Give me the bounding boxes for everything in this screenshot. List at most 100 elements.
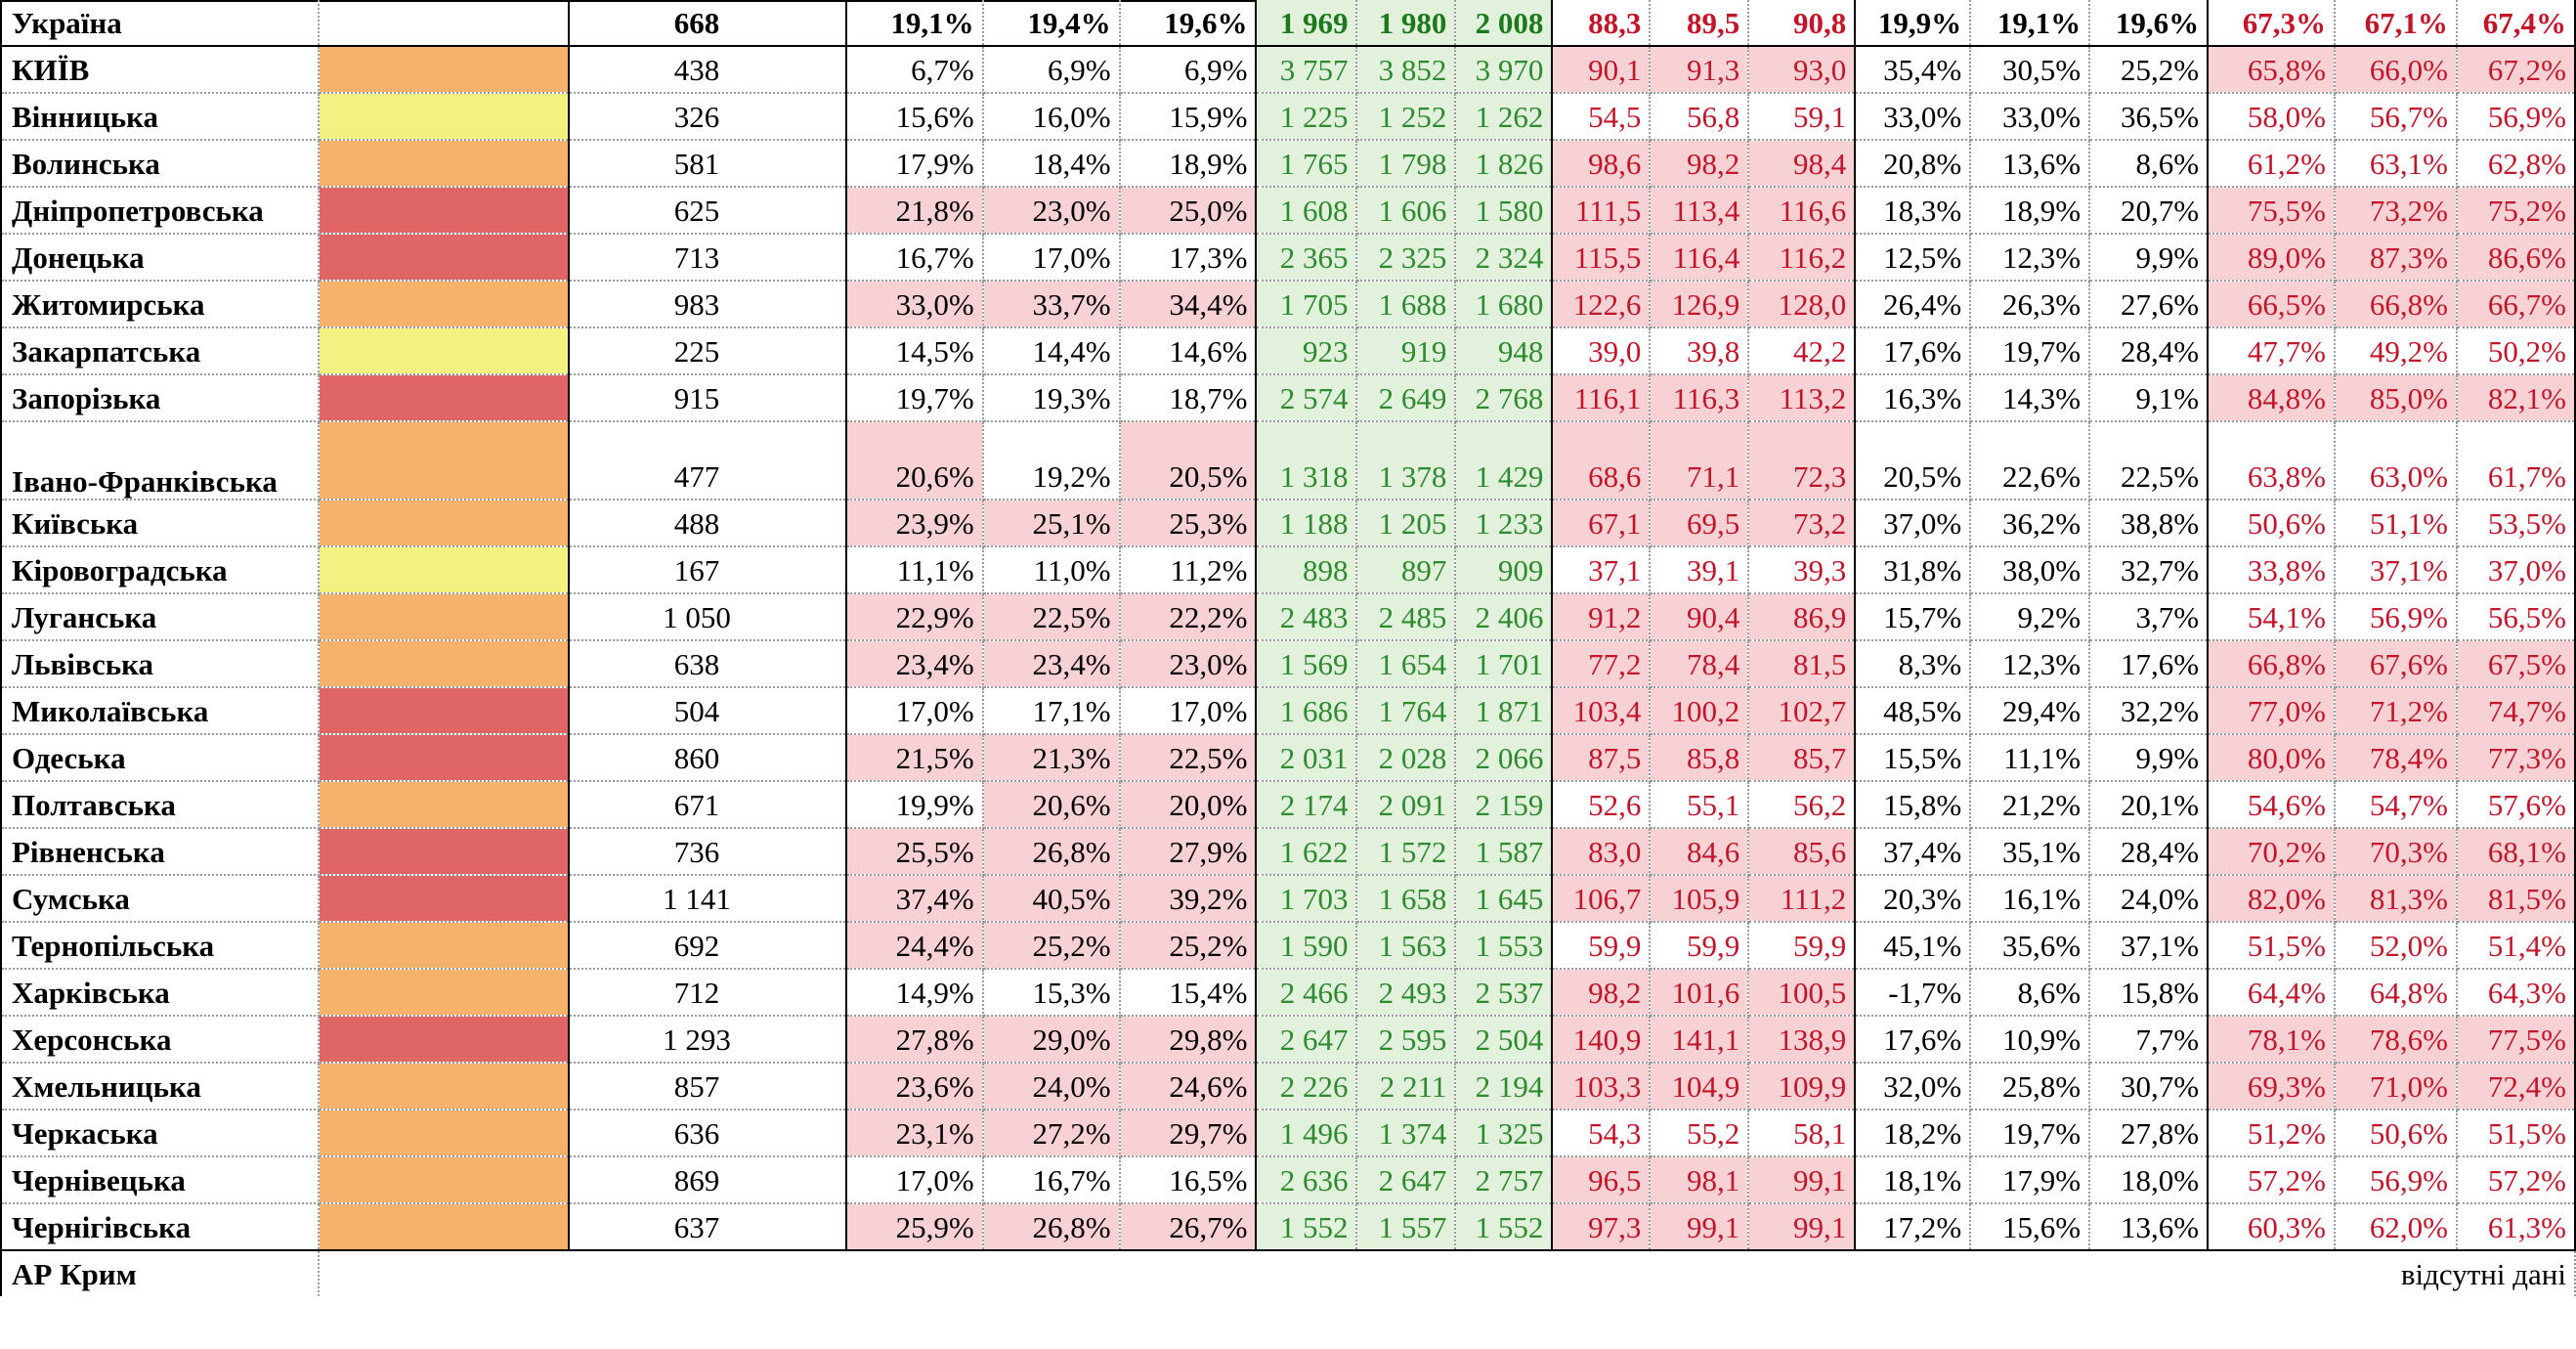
percent-cell[interactable]: 25,9% (845, 1203, 984, 1251)
green-value-cell[interactable]: 3 852 (1356, 46, 1457, 94)
green-value-cell[interactable]: 2 174 (1256, 781, 1358, 829)
red-percent-cell[interactable]: 75,5% (2208, 187, 2336, 235)
red-value-cell[interactable]: 59,9 (1748, 922, 1857, 970)
red-value-cell[interactable]: 39,3 (1748, 546, 1857, 594)
percent-cell[interactable]: 13,6% (1970, 140, 2091, 188)
percent-cell[interactable]: 20,6% (982, 781, 1121, 829)
percent-cell[interactable]: 32,0% (1855, 1063, 1972, 1110)
risk-level-swatch[interactable] (318, 93, 571, 141)
green-value-cell[interactable]: 1 798 (1356, 140, 1457, 188)
percent-cell[interactable]: 27,2% (982, 1110, 1121, 1157)
red-percent-cell[interactable]: 56,9% (2456, 93, 2576, 141)
red-value-cell[interactable]: 42,2 (1748, 327, 1857, 375)
red-value-cell[interactable]: 69,5 (1650, 500, 1750, 547)
indicator-value-cell[interactable]: 860 (569, 734, 847, 782)
red-percent-cell[interactable]: 49,2% (2334, 327, 2458, 375)
red-value-cell[interactable]: 91,3 (1650, 46, 1750, 94)
green-value-cell[interactable]: 2 211 (1356, 1063, 1457, 1110)
red-percent-cell[interactable]: 66,7% (2456, 281, 2576, 328)
percent-cell[interactable]: 15,6% (845, 93, 984, 141)
red-percent-cell[interactable]: 67,3% (2208, 0, 2336, 47)
risk-level-swatch[interactable] (318, 640, 571, 688)
red-percent-cell[interactable]: 54,1% (2208, 593, 2336, 641)
indicator-value-cell[interactable]: 671 (569, 781, 847, 829)
percent-cell[interactable]: 17,6% (1855, 327, 1972, 375)
percent-cell[interactable]: 35,6% (1970, 922, 2091, 970)
indicator-value-cell[interactable]: 736 (569, 828, 847, 876)
green-value-cell[interactable]: 1 606 (1356, 187, 1457, 235)
green-value-cell[interactable]: 1 654 (1356, 640, 1457, 688)
green-value-cell[interactable]: 2 466 (1256, 969, 1358, 1017)
percent-cell[interactable]: 18,2% (1855, 1110, 1972, 1157)
red-percent-cell[interactable]: 81,3% (2334, 875, 2458, 923)
percent-cell[interactable]: 23,9% (845, 500, 984, 547)
indicator-value-cell[interactable]: 1 293 (569, 1016, 847, 1064)
green-value-cell[interactable]: 1 429 (1455, 421, 1554, 500)
green-value-cell[interactable]: 1 563 (1356, 922, 1457, 970)
region-name-cell[interactable]: Тернопільська (0, 922, 320, 970)
percent-cell[interactable]: 26,4% (1855, 281, 1972, 328)
red-value-cell[interactable]: 58,1 (1748, 1110, 1857, 1157)
region-name-cell[interactable]: Рівненська (0, 828, 320, 876)
region-name-cell[interactable]: Кіровоградська (0, 546, 320, 594)
percent-cell[interactable]: 16,1% (1970, 875, 2091, 923)
percent-cell[interactable]: 11,1% (845, 546, 984, 594)
indicator-value-cell[interactable]: 712 (569, 969, 847, 1017)
red-value-cell[interactable]: 54,5 (1552, 93, 1652, 141)
percent-cell[interactable]: 22,9% (845, 593, 984, 641)
indicator-value-cell[interactable]: 713 (569, 234, 847, 282)
green-value-cell[interactable]: 1 705 (1256, 281, 1358, 328)
region-name-cell[interactable]: Чернівецька (0, 1156, 320, 1204)
red-value-cell[interactable]: 102,7 (1748, 687, 1857, 735)
region-name-cell[interactable]: Донецька (0, 234, 320, 282)
percent-cell[interactable]: 25,2% (982, 922, 1121, 970)
red-percent-cell[interactable]: 51,1% (2334, 500, 2458, 547)
percent-cell[interactable]: 21,2% (1970, 781, 2091, 829)
red-value-cell[interactable]: 73,2 (1748, 500, 1857, 547)
green-value-cell[interactable]: 1 622 (1256, 828, 1358, 876)
percent-cell[interactable]: 29,8% (1119, 1016, 1258, 1064)
region-name-cell[interactable]: КИЇВ (0, 46, 320, 94)
percent-cell[interactable]: 35,4% (1855, 46, 1972, 94)
red-percent-cell[interactable]: 51,5% (2208, 922, 2336, 970)
percent-cell[interactable]: 33,0% (1855, 93, 1972, 141)
indicator-value-cell[interactable]: 326 (569, 93, 847, 141)
red-value-cell[interactable]: 116,1 (1552, 374, 1652, 422)
red-value-cell[interactable]: 99,1 (1748, 1156, 1857, 1204)
red-value-cell[interactable]: 90,4 (1650, 593, 1750, 641)
red-value-cell[interactable]: 37,1 (1552, 546, 1652, 594)
percent-cell[interactable]: 12,3% (1970, 640, 2091, 688)
percent-cell[interactable]: 19,4% (982, 0, 1121, 47)
red-percent-cell[interactable]: 78,6% (2334, 1016, 2458, 1064)
red-percent-cell[interactable]: 50,6% (2334, 1110, 2458, 1157)
red-value-cell[interactable]: 77,2 (1552, 640, 1652, 688)
red-percent-cell[interactable]: 70,3% (2334, 828, 2458, 876)
green-value-cell[interactable]: 2 031 (1256, 734, 1358, 782)
percent-cell[interactable]: 9,9% (2089, 234, 2210, 282)
percent-cell[interactable]: 28,4% (2089, 327, 2210, 375)
red-value-cell[interactable]: 52,6 (1552, 781, 1652, 829)
percent-cell[interactable]: 32,2% (2089, 687, 2210, 735)
red-value-cell[interactable]: 81,5 (1748, 640, 1857, 688)
green-value-cell[interactable]: 898 (1256, 546, 1358, 594)
red-value-cell[interactable]: 116,4 (1650, 234, 1750, 282)
red-percent-cell[interactable]: 64,4% (2208, 969, 2336, 1017)
risk-level-swatch[interactable] (318, 828, 571, 876)
region-name-cell[interactable]: Полтавська (0, 781, 320, 829)
percent-cell[interactable]: 20,0% (1119, 781, 1258, 829)
green-value-cell[interactable]: 2 647 (1356, 1156, 1457, 1204)
green-value-cell[interactable]: 2 008 (1455, 0, 1554, 47)
red-value-cell[interactable]: 85,7 (1748, 734, 1857, 782)
percent-cell[interactable]: 24,0% (982, 1063, 1121, 1110)
red-value-cell[interactable]: 55,1 (1650, 781, 1750, 829)
red-percent-cell[interactable]: 47,7% (2208, 327, 2336, 375)
risk-level-swatch[interactable] (318, 1016, 571, 1064)
percent-cell[interactable]: 16,7% (845, 234, 984, 282)
percent-cell[interactable]: 23,4% (845, 640, 984, 688)
green-value-cell[interactable]: 1 325 (1455, 1110, 1554, 1157)
green-value-cell[interactable]: 1 688 (1356, 281, 1457, 328)
region-name-cell[interactable]: Івано-Франківська (0, 421, 320, 500)
percent-cell[interactable]: 14,9% (845, 969, 984, 1017)
percent-cell[interactable]: 15,3% (982, 969, 1121, 1017)
red-value-cell[interactable]: 105,9 (1650, 875, 1750, 923)
